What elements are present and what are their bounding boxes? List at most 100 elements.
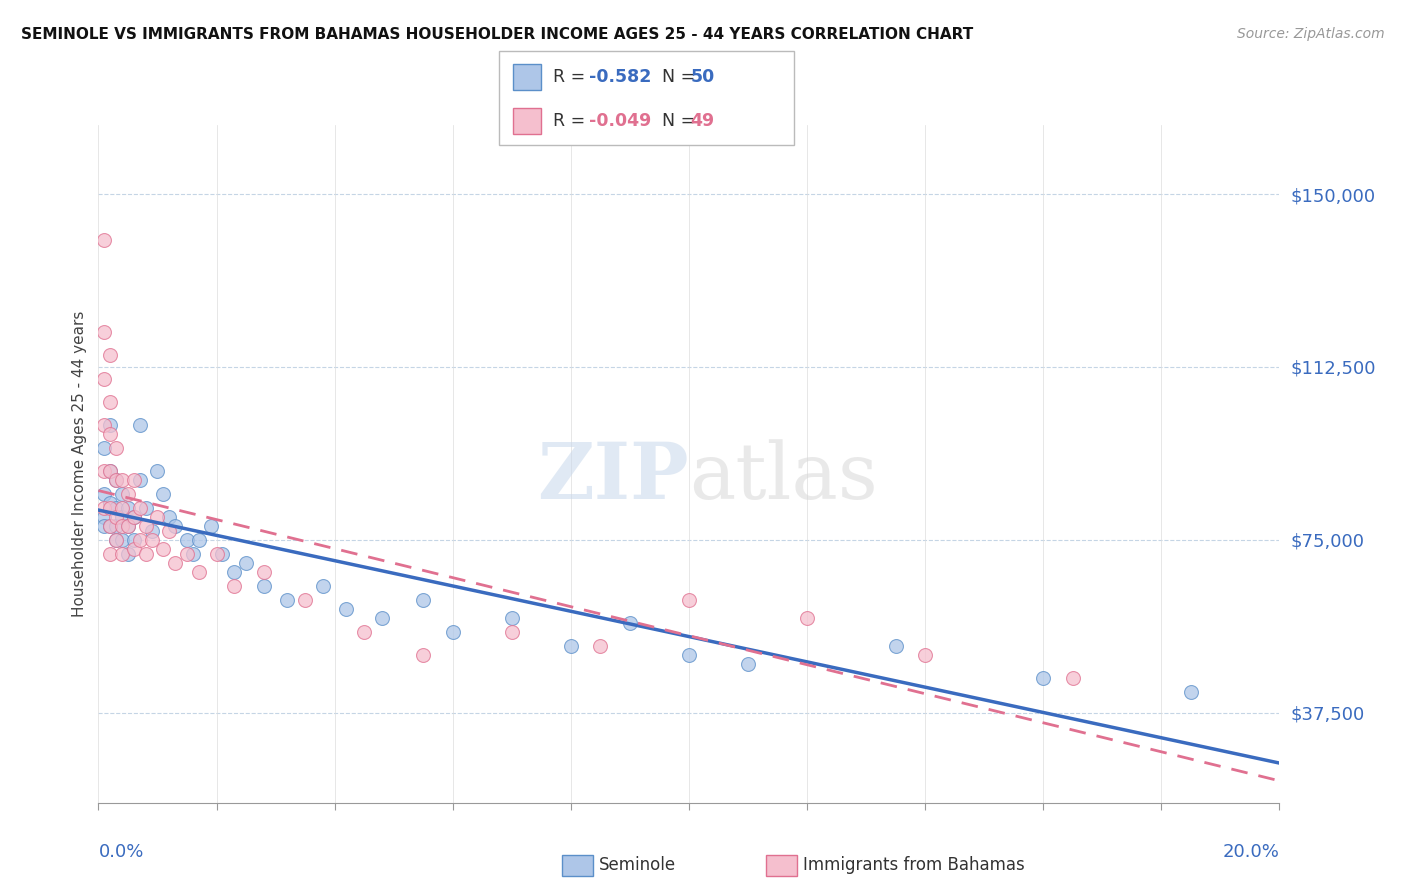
Point [93, 233, 115, 247]
Text: atlas: atlas [689, 440, 877, 516]
Point [312, 579, 335, 593]
Point [111, 533, 134, 547]
Text: N =: N = [651, 68, 700, 86]
Point [200, 519, 222, 533]
Text: 0.0%: 0.0% [98, 843, 143, 861]
Point [678, 593, 700, 607]
Point [157, 509, 180, 524]
Point [187, 533, 209, 547]
Text: -0.049: -0.049 [589, 112, 651, 130]
Text: Source: ZipAtlas.com: Source: ZipAtlas.com [1237, 27, 1385, 41]
Point [105, 441, 128, 455]
Text: N =: N = [651, 112, 700, 130]
Point [737, 657, 759, 672]
Point [181, 547, 204, 561]
Point [98, 464, 121, 478]
Point [619, 615, 641, 630]
Point [98, 519, 121, 533]
Text: 20.0%: 20.0% [1223, 843, 1279, 861]
Text: Immigrants from Bahamas: Immigrants from Bahamas [803, 856, 1025, 874]
Point [294, 593, 316, 607]
Point [412, 593, 434, 607]
Point [105, 509, 128, 524]
Point [253, 565, 276, 579]
Point [105, 473, 128, 487]
Point [98, 349, 121, 363]
Point [205, 547, 228, 561]
Point [224, 579, 246, 593]
Point [117, 519, 139, 533]
Text: -0.582: -0.582 [589, 68, 651, 86]
Point [93, 326, 115, 340]
Point [211, 547, 233, 561]
Point [235, 556, 257, 570]
Point [501, 611, 523, 625]
Point [93, 441, 115, 455]
Point [501, 625, 523, 640]
Point [589, 639, 612, 653]
Point [128, 533, 150, 547]
Point [412, 648, 434, 663]
Point [93, 417, 115, 432]
Point [117, 519, 139, 533]
Text: R =: R = [553, 68, 591, 86]
Point [353, 625, 375, 640]
Point [141, 524, 163, 538]
Point [98, 496, 121, 510]
Point [122, 533, 145, 547]
Point [111, 519, 134, 533]
Point [176, 547, 198, 561]
Point [111, 473, 134, 487]
Point [128, 500, 150, 515]
Point [122, 473, 145, 487]
Point [1180, 685, 1202, 699]
Text: SEMINOLE VS IMMIGRANTS FROM BAHAMAS HOUSEHOLDER INCOME AGES 25 - 44 YEARS CORREL: SEMINOLE VS IMMIGRANTS FROM BAHAMAS HOUS… [21, 27, 973, 42]
Point [111, 509, 134, 524]
Point [335, 602, 357, 616]
Point [98, 394, 121, 409]
Point [224, 565, 246, 579]
Point [1062, 671, 1084, 685]
Point [135, 500, 157, 515]
Point [276, 593, 298, 607]
Point [165, 556, 187, 570]
Point [93, 500, 115, 515]
Point [117, 487, 139, 501]
Point [122, 509, 145, 524]
Point [98, 426, 121, 441]
Point [117, 547, 139, 561]
Point [146, 464, 169, 478]
Point [111, 487, 134, 501]
Point [914, 648, 936, 663]
Point [141, 533, 163, 547]
Point [152, 487, 174, 501]
Point [93, 509, 115, 524]
Point [93, 371, 115, 385]
Point [111, 500, 134, 515]
Point [253, 579, 276, 593]
Point [105, 473, 128, 487]
Point [128, 473, 150, 487]
Point [105, 519, 128, 533]
Y-axis label: Householder Income Ages 25 - 44 years: Householder Income Ages 25 - 44 years [72, 310, 87, 617]
Point [98, 519, 121, 533]
Point [122, 509, 145, 524]
Point [187, 565, 209, 579]
Point [93, 519, 115, 533]
Point [117, 500, 139, 515]
Point [93, 464, 115, 478]
Text: ZIP: ZIP [537, 440, 689, 516]
Text: Seminole: Seminole [599, 856, 676, 874]
Point [122, 542, 145, 557]
Text: R =: R = [553, 112, 591, 130]
Point [157, 524, 180, 538]
Point [98, 417, 121, 432]
Point [146, 509, 169, 524]
Point [105, 533, 128, 547]
Point [98, 547, 121, 561]
Text: 49: 49 [690, 112, 714, 130]
Point [93, 487, 115, 501]
Point [441, 625, 464, 640]
Point [152, 542, 174, 557]
Text: 50: 50 [690, 68, 714, 86]
